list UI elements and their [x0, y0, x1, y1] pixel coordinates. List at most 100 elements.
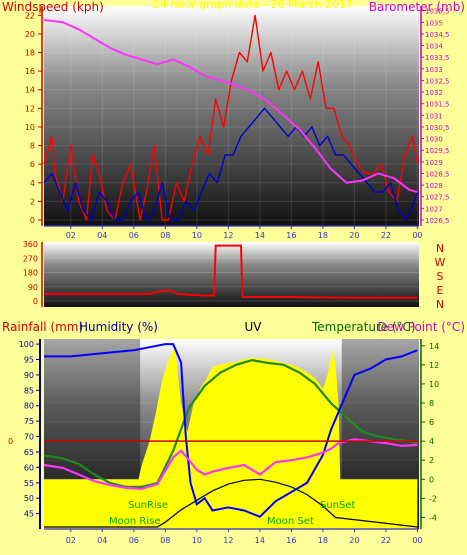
compass-label: W — [435, 256, 446, 269]
barometer-tick-label: 1028 — [425, 182, 443, 190]
compass-label: E — [437, 284, 444, 297]
windspeed-axis-label: Windspeed (kph) — [2, 0, 104, 14]
humidity-line — [44, 343, 418, 518]
barometer-tick-label: 1033 — [425, 66, 443, 74]
barometer-tick-label: 1031 — [425, 112, 443, 120]
barometer-tick-label: 1027,5 — [425, 194, 450, 202]
temperature-tick-label: 14 — [429, 342, 439, 351]
x-tick-label: 20 — [349, 231, 359, 240]
x-tick-label: 02 — [66, 231, 76, 240]
compass-label: S — [437, 270, 444, 283]
temperature-tick-label: 2 — [429, 456, 434, 465]
barometer-tick-label: 1032 — [425, 89, 443, 97]
direction-gridlines — [44, 243, 419, 302]
windspeed-tick-label: 20 — [25, 30, 35, 39]
barometer-line — [43, 19, 418, 194]
windspeed-tick-label: 4 — [30, 179, 35, 188]
wind-gridlines — [44, 6, 419, 226]
barometer-tick-label: 1030 — [425, 136, 443, 144]
uv-axis-label: UV — [245, 320, 263, 334]
direction-tick-label: 0 — [33, 297, 38, 306]
temperature-line — [43, 358, 418, 488]
barometer-tick-label: 1027 — [425, 205, 443, 213]
average-wind-line — [43, 107, 419, 221]
solar-line — [44, 478, 418, 528]
humidity-tick-label: 70 — [24, 433, 34, 442]
direction-tick-label: 270 — [23, 254, 38, 263]
windspeed-tick-label: 2 — [30, 197, 35, 206]
moonset-annotation: Moon Set — [267, 516, 314, 527]
x-tick-label: 08 — [160, 231, 170, 240]
windspeed-tick-label: 0 — [30, 216, 35, 225]
windspeed-tick-label: 22 — [25, 11, 35, 20]
x-tick-label: 12 — [223, 231, 233, 240]
humidity-tick-label: 80 — [24, 402, 34, 411]
rainfall-axis-label: Rainfall (mm) — [2, 320, 83, 334]
windspeed-tick-label: 8 — [30, 142, 35, 151]
x-tick-label: 16 — [286, 231, 296, 240]
humidity-tick-label: 100 — [19, 340, 34, 349]
wind-plot-area — [44, 6, 419, 226]
rain-tick-label: 0 — [8, 437, 13, 446]
wind-barometer-chart: 02468101214161820221026,510271027,510281… — [2, 0, 465, 240]
direction-tick-label: 180 — [23, 269, 38, 278]
windspeed-tick-label: 6 — [30, 160, 35, 169]
temperature-tick-label: 6 — [429, 418, 434, 427]
humidity-tick-label: 50 — [24, 494, 34, 503]
barometer-tick-label: 1029,5 — [425, 147, 450, 155]
humidity-tick-label: 75 — [24, 417, 34, 426]
x-tick-label: 12 — [223, 536, 233, 545]
x-tick-label: 00 — [412, 231, 422, 240]
x-tick-label: 18 — [318, 231, 328, 240]
barometer-tick-label: 1035,5 — [425, 8, 450, 16]
temperature-axis-label: Temperature (°C) — [311, 320, 416, 334]
windspeed-tick-label: 18 — [25, 49, 35, 58]
barometer-tick-label: 1032,5 — [425, 77, 450, 85]
humidity-tick-label: 65 — [24, 448, 34, 457]
moonrise-annotation: Moon Rise — [109, 516, 160, 527]
temperature-tick-label: 8 — [429, 399, 434, 408]
x-tick-label: 22 — [381, 231, 391, 240]
barometer-tick-label: 1026,5 — [425, 217, 450, 225]
rain-humidity-temp-chart: Rainfall (mm) Humidity (%) UV Temperatur… — [2, 320, 465, 545]
windspeed-tick-label: 14 — [25, 86, 35, 95]
temperature-tick-label: 4 — [429, 437, 434, 446]
direction-plot-area — [44, 242, 419, 307]
direction-tick-label: 360 — [23, 240, 38, 249]
sunrise-annotation: SunRise — [128, 500, 168, 511]
sunset-annotation: SunSet — [320, 500, 356, 511]
temperature-tick-label: 12 — [429, 361, 439, 370]
x-tick-label: 10 — [192, 231, 202, 240]
humidity-tick-label: 60 — [24, 463, 34, 472]
x-tick-label: 06 — [129, 231, 139, 240]
x-tick-label: 02 — [66, 536, 76, 545]
bottom-axes: 45505560657075808590951000-4-20246810121… — [8, 339, 439, 545]
compass-label: N — [436, 242, 444, 255]
humidity-tick-label: 55 — [24, 479, 34, 488]
temperature-tick-label: 0 — [429, 475, 434, 484]
humidity-axis-label: Humidity (%) — [79, 320, 158, 334]
x-tick-label: 16 — [286, 536, 296, 545]
barometer-tick-label: 1035 — [425, 19, 443, 27]
dewpoint-axis-label: Dew Point (°C) — [377, 320, 465, 334]
humidity-tick-label: 90 — [24, 371, 34, 380]
temperature-tick-label: 10 — [429, 380, 439, 389]
temperature-tick-label: -2 — [429, 494, 437, 503]
x-tick-label: 10 — [192, 536, 202, 545]
barometer-tick-label: 1028,5 — [425, 170, 450, 178]
wind-series — [43, 14, 419, 221]
bottom-series — [43, 339, 419, 529]
barometer-tick-label: 1030,5 — [425, 124, 450, 132]
gust-line — [43, 14, 419, 221]
barometer-tick-label: 1034,5 — [425, 31, 450, 39]
x-tick-label: 14 — [255, 536, 265, 545]
humidity-tick-label: 95 — [24, 355, 34, 364]
x-tick-label: 14 — [255, 231, 265, 240]
windspeed-tick-label: 10 — [25, 123, 35, 132]
x-tick-label: 20 — [349, 536, 359, 545]
x-tick-label: 00 — [412, 536, 422, 545]
chart-title: 24 hour graph data - 26 March 2017 — [153, 0, 353, 11]
barometer-axis-label: Barometer (mb) — [369, 0, 465, 14]
